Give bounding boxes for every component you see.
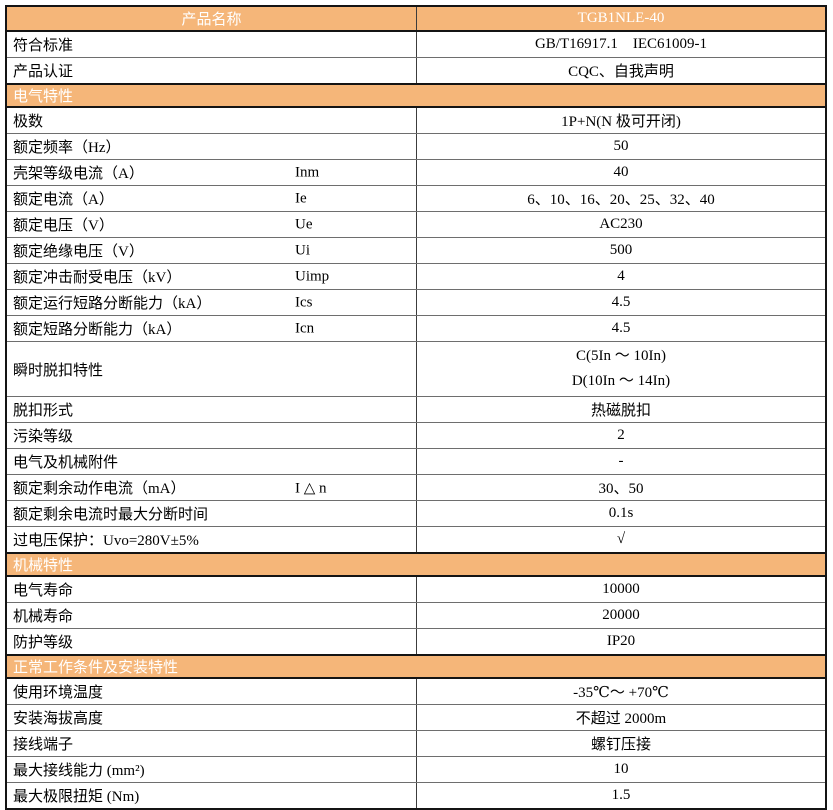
product-model-header-cell: TGB1NLE-40 <box>577 10 665 26</box>
spec-row-impulse-voltage: 额定冲击耐受电压（kV） Uimp 4 <box>7 263 825 289</box>
spec-row-standards: 符合标准 GB/T16917.1 IEC61009-1 <box>7 32 825 57</box>
section-title: 机械特性 <box>13 558 74 574</box>
spec-row-frame-current: 壳架等级电流（A） Inm 40 <box>7 159 825 185</box>
spec-row-trip-type: 脱扣形式 热磁脱扣 <box>7 396 825 422</box>
spec-label: 瞬时脱扣特性 <box>13 362 104 379</box>
spec-row-breaking-time: 额定剩余电流时最大分断时间 0.1s <box>7 500 825 526</box>
product-name-header-cell: 产品名称 <box>7 7 417 30</box>
spec-label: 极数 <box>13 114 44 130</box>
spec-symbol: I △ n <box>295 480 327 496</box>
spec-label: 使用环境温度 <box>13 685 104 701</box>
spec-value: 40 <box>613 164 629 180</box>
spec-label: 壳架等级电流（A） <box>13 166 144 182</box>
spec-row-rated-current: 额定电流（A） Ie 6、10、16、20、25、32、40 <box>7 185 825 211</box>
spec-label: 脱扣形式 <box>13 403 74 419</box>
spec-label: 接线端子 <box>13 737 74 753</box>
spec-value: 0.1s <box>608 505 634 521</box>
spec-label: 额定短路分断能力（kA） <box>13 322 182 338</box>
spec-row-ambient-temperature: 使用环境温度 -35℃～ +70℃ <box>7 679 825 704</box>
spec-row-protection-rating: 防护等级 IP20 <box>7 628 825 654</box>
spec-row-max-torque: 最大极限扭矩 (Nm) 1.5 <box>7 782 825 808</box>
spec-value: AC230 <box>599 216 643 232</box>
spec-row-max-wire-capacity: 最大接线能力 (mm²) 10 <box>7 756 825 782</box>
spec-value: 1.5 <box>611 787 631 803</box>
spec-value: √ <box>616 531 626 547</box>
spec-label: 安装海拔高度 <box>13 711 104 727</box>
spec-row-trip-characteristic: 瞬时脱扣特性 C(5In ～ 10In) D(10In ～ 14In) <box>7 341 825 396</box>
spec-label: 额定频率（Hz） <box>13 140 121 156</box>
spec-value: 50 <box>613 138 629 154</box>
spec-value: 不超过 2000m <box>575 711 667 727</box>
spec-value: 10 <box>613 761 629 777</box>
spec-symbol: Ics <box>295 294 313 310</box>
spec-value: 6、10、16、20、25、32、40 <box>527 192 715 208</box>
spec-label: 过电压保护：Uvo=280V±5% <box>13 533 199 549</box>
spec-row-ics: 额定运行短路分断能力（kA） Ics 4.5 <box>7 289 825 315</box>
spec-label: 额定冲击耐受电压（kV） <box>13 270 182 286</box>
spec-symbol: Ie <box>295 190 307 206</box>
spec-label: 额定剩余电流时最大分断时间 <box>13 507 209 523</box>
spec-value: 4.5 <box>611 320 631 336</box>
spec-row-overvoltage-protection: 过电压保护：Uvo=280V±5% √ <box>7 526 825 552</box>
spec-label: 防护等级 <box>13 635 74 651</box>
spec-value: -35℃～ +70℃ <box>573 685 669 701</box>
spec-label: 污染等级 <box>13 429 74 445</box>
spec-label: 最大极限扭矩 (Nm) <box>13 789 140 805</box>
spec-value: 500 <box>609 242 633 258</box>
spec-label: 产品认证 <box>13 64 74 80</box>
spec-row-frequency: 额定频率（Hz） 50 <box>7 133 825 159</box>
section-title: 正常工作条件及安装特性 <box>13 660 179 676</box>
spec-row-terminal-type: 接线端子 螺钉压接 <box>7 730 825 756</box>
spec-value: 1P+N(N 极可开闭) <box>561 114 681 130</box>
spec-row-accessories: 电气及机械附件 - <box>7 448 825 474</box>
spec-symbol: Uimp <box>295 268 330 284</box>
spec-label: 最大接线能力 (mm²) <box>13 763 145 779</box>
spec-value: 4.5 <box>611 294 631 310</box>
spec-table: 产品名称 TGB1NLE-40 符合标准 GB/T16917.1 IEC6100… <box>5 5 827 810</box>
spec-symbol: Inm <box>295 164 320 180</box>
section-title: 电气特性 <box>13 89 74 105</box>
spec-value: GB/T16917.1 IEC61009-1 <box>534 36 708 52</box>
section-row-mechanical: 机械特性 <box>7 552 825 577</box>
spec-symbol: Ue <box>295 216 313 232</box>
spec-row-pollution-degree: 污染等级 2 <box>7 422 825 448</box>
spec-row-icn: 额定短路分断能力（kA） Icn 4.5 <box>7 315 825 341</box>
spec-label: 额定电压（V） <box>13 218 114 234</box>
spec-value: 2 <box>617 427 625 443</box>
spec-row-residual-current: 额定剩余动作电流（mA） I △ n 30、50 <box>7 474 825 500</box>
spec-value: 螺钉压接 <box>590 737 651 753</box>
spec-value: CQC、自我声明 <box>568 64 674 80</box>
spec-symbol: Ui <box>295 242 310 258</box>
spec-label: 电气寿命 <box>13 583 74 599</box>
spec-label: 额定剩余动作电流（mA） <box>13 481 186 497</box>
spec-row-insulation-voltage: 额定绝缘电压（V） Ui 500 <box>7 237 825 263</box>
spec-label: 额定运行短路分断能力（kA） <box>13 296 212 312</box>
spec-label: 符合标准 <box>13 38 74 54</box>
spec-row-certification: 产品认证 CQC、自我声明 <box>7 57 825 83</box>
spec-label: 机械寿命 <box>13 609 74 625</box>
spec-value-line: D(10In ～ 14In) <box>571 373 671 389</box>
spec-value: 30、50 <box>598 481 644 497</box>
spec-value-line: C(5In ～ 10In) <box>576 348 666 364</box>
spec-value: IP20 <box>606 633 636 649</box>
section-row-operating-conditions: 正常工作条件及安装特性 <box>7 654 825 679</box>
section-row-electrical: 电气特性 <box>7 83 825 108</box>
spec-value: 4 <box>617 268 625 284</box>
spec-label: 电气及机械附件 <box>13 455 119 471</box>
spec-value: - <box>618 453 624 469</box>
spec-row-altitude: 安装海拔高度 不超过 2000m <box>7 704 825 730</box>
spec-value: 20000 <box>602 607 640 623</box>
spec-row-rated-voltage: 额定电压（V） Ue AC230 <box>7 211 825 237</box>
spec-label: 额定电流（A） <box>13 192 114 208</box>
spec-row-mechanical-life: 机械寿命 20000 <box>7 602 825 628</box>
table-header-row: 产品名称 TGB1NLE-40 <box>7 7 825 32</box>
spec-value: 10000 <box>602 581 640 597</box>
spec-row-poles: 极数 1P+N(N 极可开闭) <box>7 108 825 133</box>
spec-row-electrical-life: 电气寿命 10000 <box>7 577 825 602</box>
spec-symbol: Icn <box>295 320 315 336</box>
spec-label: 额定绝缘电压（V） <box>13 244 144 260</box>
spec-value: 热磁脱扣 <box>590 403 651 419</box>
